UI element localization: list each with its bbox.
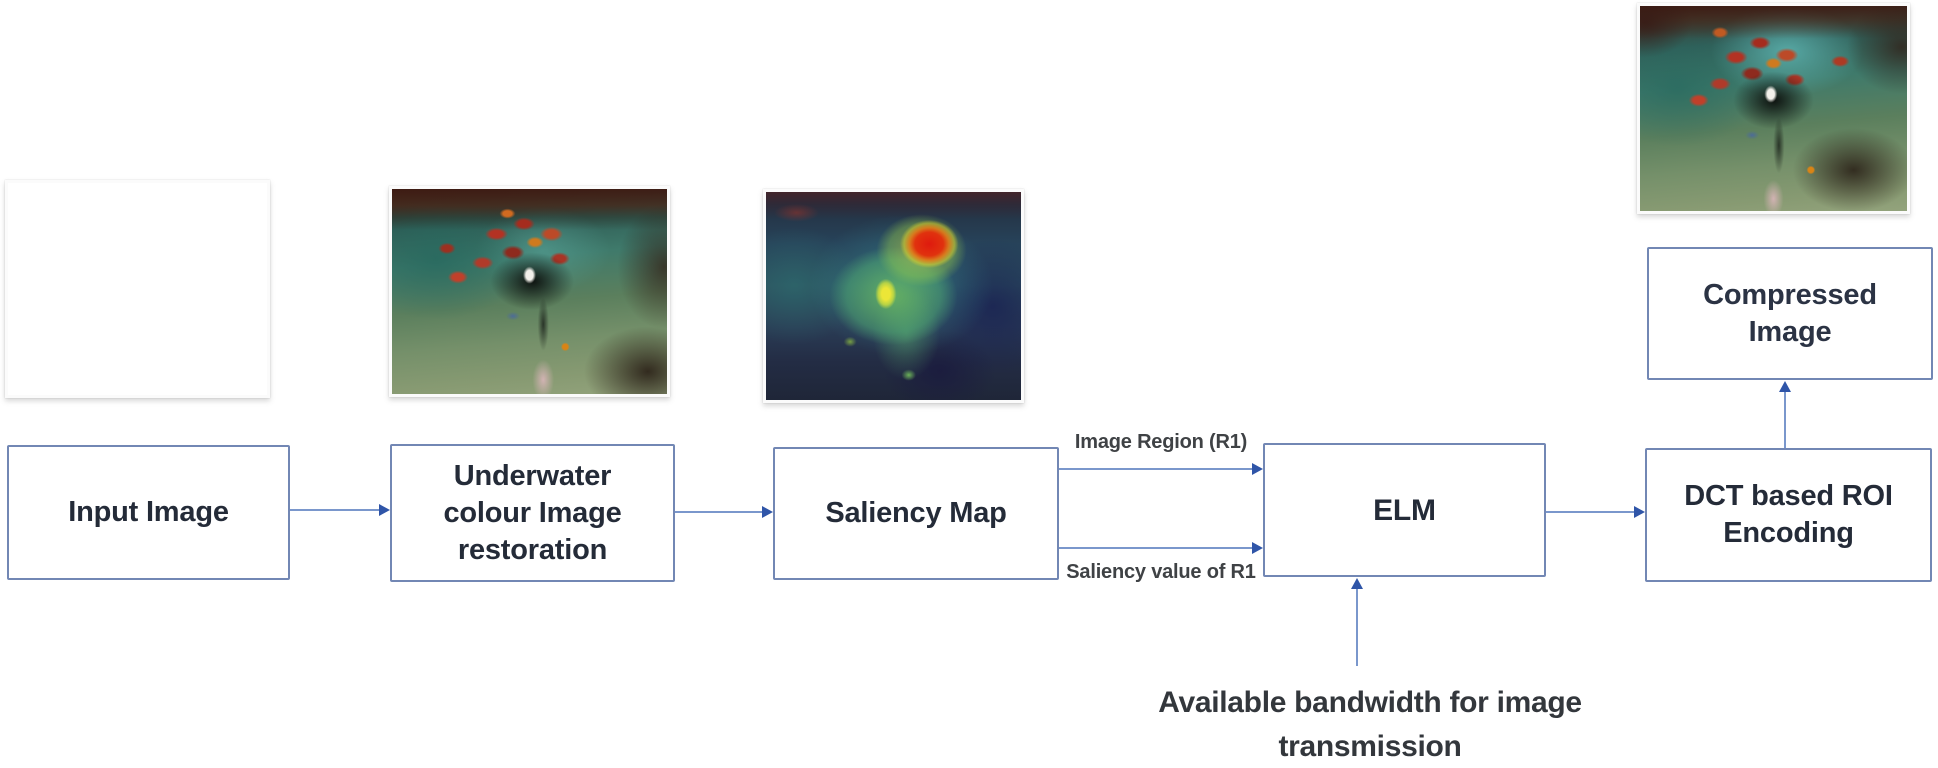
box-dct-roi-encoding-line2: Encoding <box>1723 517 1854 549</box>
box-input-image: Input Image <box>7 445 290 580</box>
box-elm: ELM <box>1263 443 1546 577</box>
restored-photo-image <box>392 189 667 394</box>
bandwidth-note-line2: transmission <box>1278 730 1462 763</box>
box-saliency-map: Saliency Map <box>773 447 1059 580</box>
box-underwater-restoration-line1: Underwater <box>453 459 612 492</box>
box-underwater-restoration-line2: colour Image <box>443 496 622 529</box>
arrow-dct-to-compressed <box>1779 381 1791 448</box>
box-dct-roi-encoding: DCT based ROI Encoding <box>1645 448 1932 582</box>
saliency-photo <box>763 189 1024 403</box>
arrow-image-region-to-elm <box>1059 463 1263 475</box>
arrow-elm-to-dct <box>1546 506 1645 518</box>
label-saliency-value: Saliency value of R1 <box>1066 561 1256 583</box>
arrow-saliency-value-to-elm <box>1059 542 1263 554</box>
box-compressed-image-line1: Compressed <box>1703 278 1877 311</box>
box-saliency-map-label: Saliency Map <box>825 497 1007 529</box>
compressed-photo <box>1637 3 1910 214</box>
restored-photo <box>389 186 670 397</box>
bandwidth-note: Available bandwidth for image transmissi… <box>1080 681 1660 768</box>
box-compressed-image: Compressed Image <box>1647 247 1933 380</box>
box-dct-roi-encoding-line1: DCT based ROI <box>1684 480 1893 512</box>
box-underwater-restoration-line3: restoration <box>457 533 608 566</box>
saliency-photo-image <box>766 192 1021 400</box>
input-photo <box>5 180 270 398</box>
box-underwater-restoration: Underwater colour Image restoration <box>390 444 675 582</box>
bandwidth-note-line1: Available bandwidth for image <box>1158 686 1582 719</box>
box-compressed-image-line2: Image <box>1748 315 1832 348</box>
input-photo-image <box>8 183 267 395</box>
label-image-region: Image Region (R1) <box>1074 431 1248 453</box>
compressed-photo-image <box>1640 6 1907 211</box>
arrow-bandwidth-to-elm <box>1351 578 1363 666</box>
box-elm-label: ELM <box>1373 493 1436 527</box>
arrow-restoration-to-saliency <box>675 506 773 518</box>
arrow-input-to-restoration <box>290 504 390 516</box>
box-input-image-label: Input Image <box>68 496 229 528</box>
